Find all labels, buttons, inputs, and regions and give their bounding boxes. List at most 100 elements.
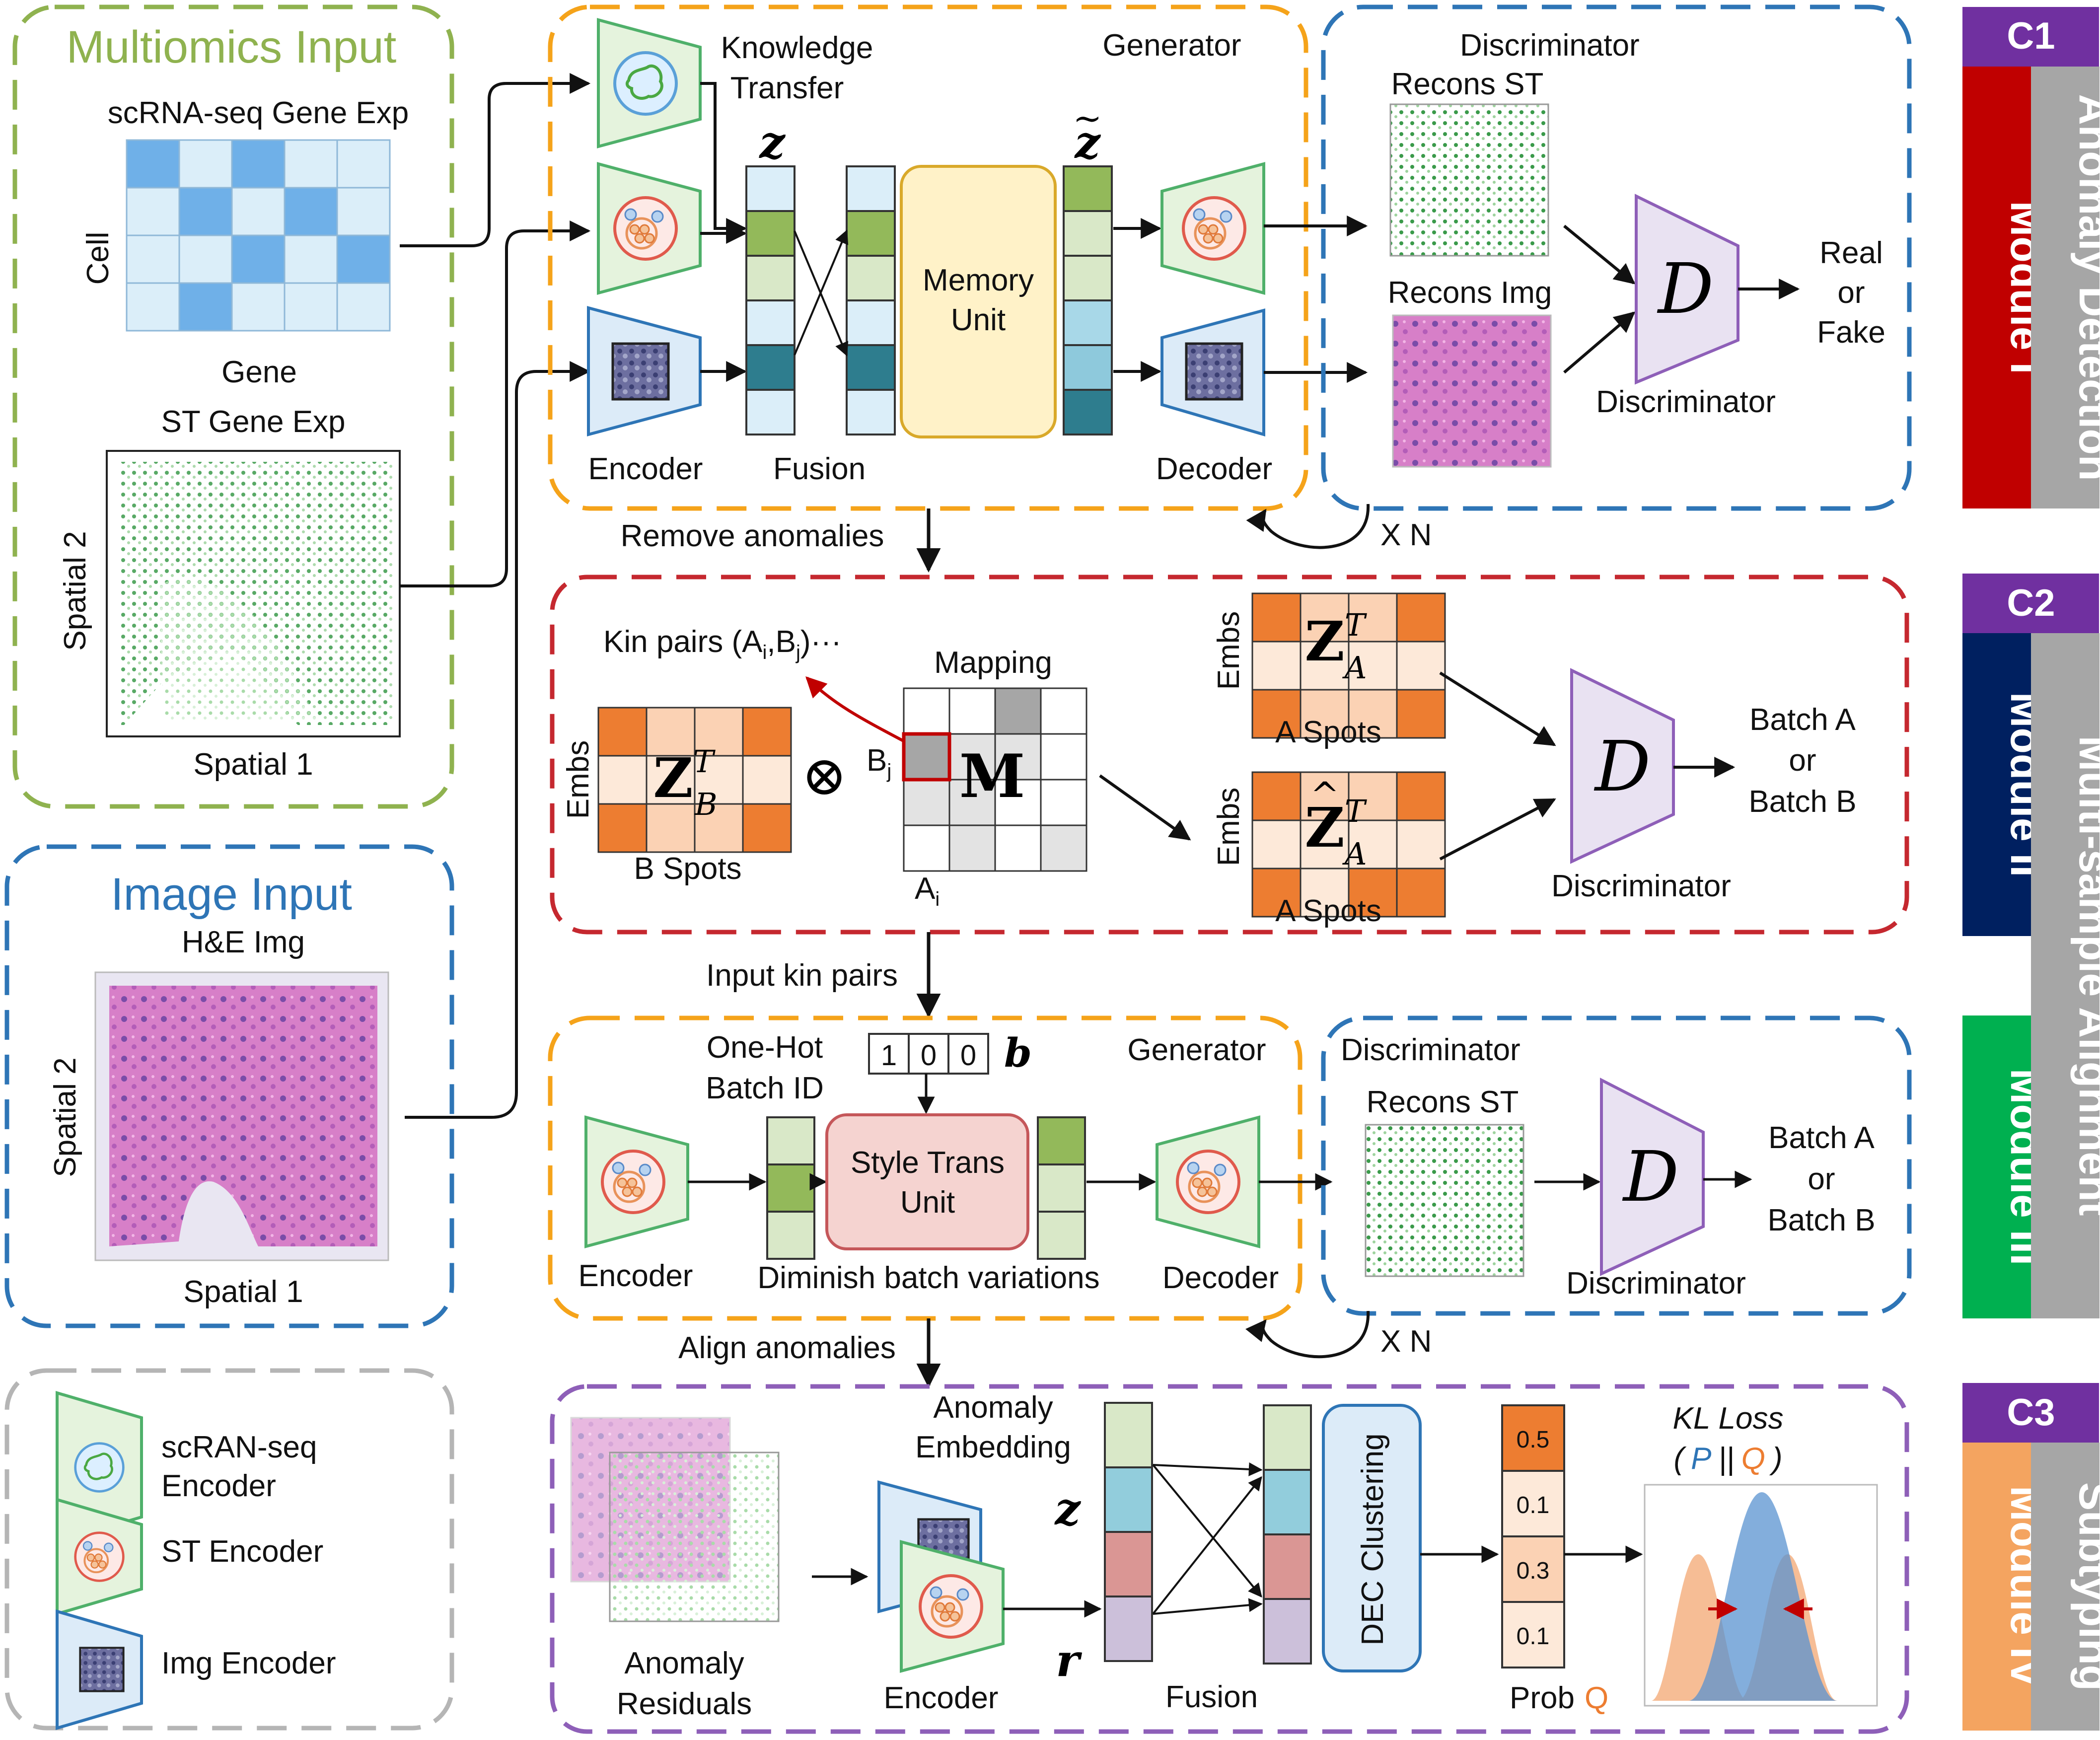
c1-tag-label: C1 <box>2007 15 2055 57</box>
scrna-cell <box>126 282 180 332</box>
scrna-cell <box>336 234 391 284</box>
real-or-label: or <box>1837 276 1865 310</box>
multi-sample-label: Multi-sample Alignment <box>2070 736 2100 1216</box>
c1-fusion-label: Fusion <box>773 452 866 486</box>
c3-z-vector <box>766 1116 815 1260</box>
c2-tag <box>1962 574 2099 633</box>
c2-batch-a: Batch A <box>1749 703 1856 737</box>
m-cell <box>1040 687 1087 735</box>
he-spatial1-label: Spatial 1 <box>183 1275 303 1309</box>
prob-value: 0.5 <box>1517 1427 1550 1453</box>
he-spatial2-label: Spatial 2 <box>48 1057 82 1177</box>
scrna-cell <box>178 282 233 332</box>
c4-zr-cell <box>1104 1595 1153 1662</box>
c1-st-decoder <box>1160 162 1265 295</box>
m-symbol: M <box>959 741 1025 811</box>
legend-st-encoder-icon <box>56 1497 143 1616</box>
za-hat-cell <box>1300 771 1350 821</box>
module4-bar <box>1962 1443 2031 1731</box>
c2-batch-b: Batch B <box>1748 785 1856 819</box>
m-highlight-cell <box>902 732 951 782</box>
m-cell <box>948 824 996 872</box>
c1-generator-title: Generator <box>1102 28 1241 63</box>
st-spot-cloud-light <box>159 578 318 720</box>
otimes-symbol: ⊗ <box>801 744 847 807</box>
c3-encoder-label: Encoder <box>579 1259 693 1293</box>
diminish-label: Diminish batch variations <box>757 1261 1099 1295</box>
multi-sample-bar <box>2031 633 2100 1318</box>
c4-fused-cell <box>1263 1533 1312 1600</box>
c3-generator-panel <box>548 1015 1303 1321</box>
knowledge-transfer-1: Knowledge <box>721 31 873 65</box>
anomaly-emb-2: Embedding <box>915 1430 1071 1464</box>
za-cell <box>1348 592 1398 643</box>
arrow-m-to-za-hat <box>1099 774 1191 841</box>
m-matrix <box>903 687 1087 872</box>
c1-discriminator-title: Discriminator <box>1460 28 1640 63</box>
m-cell <box>903 779 950 826</box>
c1-tag <box>1962 7 2099 67</box>
z-cell <box>745 299 796 346</box>
scrna-cell <box>284 139 338 189</box>
c3-decoder-label: Decoder <box>1162 1261 1279 1295</box>
align-anomalies-label: Align anomalies <box>678 1331 896 1365</box>
c3-discriminator-panel <box>1321 1015 1912 1316</box>
kin-pairs-arrow <box>805 676 915 748</box>
c4-z-symbol: z <box>1054 1483 1081 1535</box>
z-tilde-cell <box>1063 299 1113 346</box>
onehot-bit: 0 <box>921 1039 937 1072</box>
zb-cell <box>597 803 648 853</box>
m-cell <box>903 824 950 872</box>
za-hat-cell <box>1251 819 1302 870</box>
c3-tag-label: C3 <box>2007 1391 2055 1434</box>
c3-xn-label: X N <box>1380 1324 1432 1359</box>
module1-bar <box>1962 67 2031 508</box>
c1-recons-img-image <box>1392 314 1552 468</box>
za-cell <box>1300 689 1350 739</box>
c4-r-symbol: r <box>1056 1634 1082 1687</box>
z-tilde-cell <box>1063 210 1113 257</box>
module3-bar <box>1962 1015 2031 1318</box>
z-cell <box>745 165 796 212</box>
dec-clustering-label: DEC Clustering <box>1356 1433 1390 1645</box>
za-cell <box>1348 689 1398 739</box>
fused-cell <box>846 165 896 212</box>
c3-z-cell <box>766 1211 815 1260</box>
a-spots-label-2: A Spots <box>1275 894 1381 928</box>
z-cell <box>745 389 796 435</box>
c4-zr-cell <box>1104 1466 1153 1533</box>
anomaly-emb-1: Anomaly <box>933 1390 1053 1425</box>
zb-cell <box>646 803 696 853</box>
za-hat-cell <box>1251 868 1302 918</box>
arrow-za-to-d <box>1439 671 1556 746</box>
cell-axis-label: Cell <box>81 232 115 285</box>
c3-out-cell <box>1037 1211 1086 1260</box>
c1-discriminator-shape <box>1635 194 1739 385</box>
c2-embs-a-label: Embs <box>1212 611 1246 690</box>
scrna-cell <box>178 187 233 236</box>
scrna-cell <box>178 139 233 189</box>
zb-cell <box>742 755 792 805</box>
c1-recons-st-label: Recons ST <box>1391 67 1544 101</box>
subtyping-bar <box>2031 1443 2100 1731</box>
subtyping-label: Subtyping <box>2070 1482 2100 1691</box>
he-tissue <box>109 986 377 1246</box>
c3-discriminator-title: Discriminator <box>1341 1033 1521 1067</box>
style-trans-unit <box>825 1113 1029 1250</box>
bj-label: Bj <box>867 743 891 782</box>
gene-axis-label: Gene <box>221 355 297 389</box>
c1-recons-st-image <box>1389 103 1549 257</box>
arrow-zahat-to-d <box>1439 798 1556 861</box>
za-cell <box>1300 592 1350 643</box>
za-cell <box>1251 689 1302 739</box>
st-gene-label: ST Gene Exp <box>161 405 345 439</box>
scrna-label: scRNA-seq Gene Exp <box>108 96 409 130</box>
c4-zr-vector <box>1104 1402 1153 1662</box>
scrna-cell <box>336 282 391 332</box>
zb-cell <box>646 707 696 757</box>
c2-d-symbol: D <box>1593 726 1651 807</box>
c2-panel <box>550 575 1909 935</box>
c4-zr-cell <box>1104 1402 1153 1468</box>
